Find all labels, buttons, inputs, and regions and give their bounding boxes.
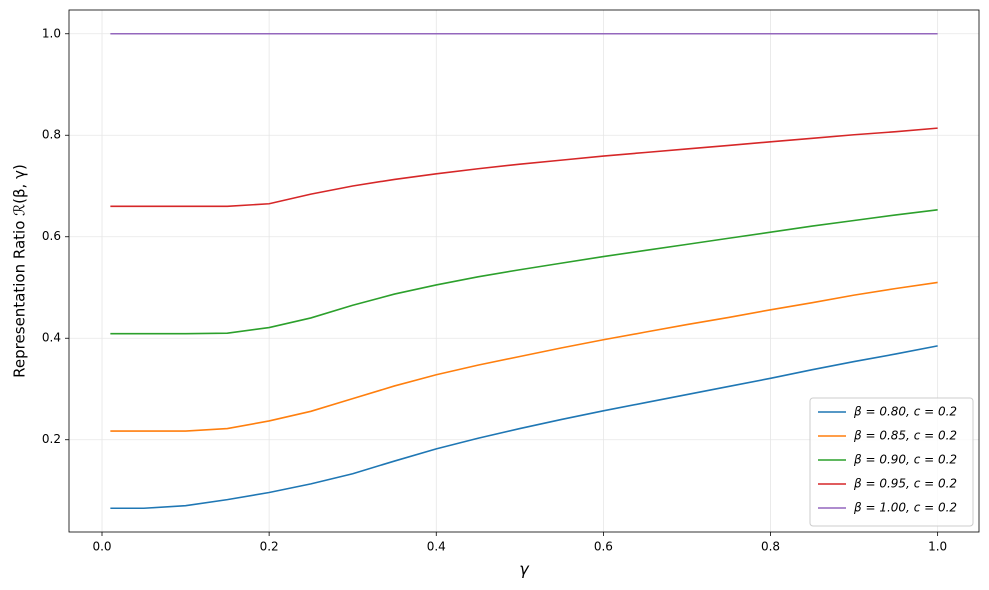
x-tick-label: 0.0 [92,540,111,554]
legend-label: β = 0.85, c = 0.2 [853,429,957,443]
legend: β = 0.80, c = 0.2 β = 0.85, c = 0.2 β = 0.… [809,397,974,527]
legend-label: β = 0.90, c = 0.2 [853,453,957,467]
legend-label: β = 1.00, c = 0.2 [853,501,957,515]
legend-box [809,397,974,527]
x-tick-label: 0.2 [260,540,279,554]
y-tick-label: 0.4 [42,331,61,345]
series-line [110,345,938,510]
x-tick-label: 0.8 [761,540,780,554]
y-tick-label: 0.2 [42,432,61,446]
x-tick-label: 1.0 [928,540,947,554]
x-tick-label: 0.4 [427,540,446,554]
x-axis-label: γ [519,560,530,579]
x-tick-label: 0.6 [594,540,613,554]
series-line [110,127,938,208]
y-tick-label: 0.8 [42,128,61,142]
series-line [110,281,938,432]
y-axis-label: Representation Ratio ℛ(β, γ) [11,164,29,378]
series-line [110,209,938,335]
legend-label: β = 0.95, c = 0.2 [853,477,957,491]
plot-frame [68,9,980,533]
y-tick-label: 0.6 [42,229,61,243]
legend-label: β = 0.80, c = 0.2 [853,405,957,419]
y-tick-label: 1.0 [42,26,61,40]
